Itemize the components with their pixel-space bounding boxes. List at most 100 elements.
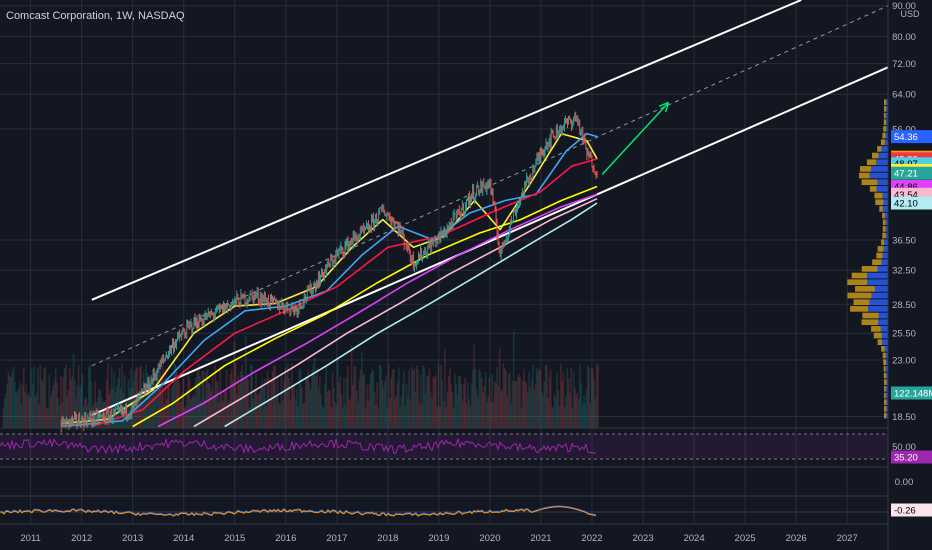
volume-bar: [570, 366, 572, 428]
volume-bar: [292, 386, 294, 428]
volume-bar: [94, 380, 97, 428]
volume-bar: [145, 365, 148, 428]
volume-bar: [408, 370, 410, 428]
volume-bar: [238, 383, 241, 428]
volume-bar: [211, 376, 214, 428]
volume-bar: [260, 385, 262, 428]
volume-bar: [17, 388, 20, 428]
time-axis-label: 2027: [837, 533, 858, 544]
volume-bar: [446, 391, 449, 428]
volume-bar: [186, 389, 188, 428]
volume-label-bg: [891, 386, 932, 400]
moving-average-line: [61, 132, 598, 428]
volume-bar: [350, 345, 353, 428]
volume-bar: [298, 367, 301, 428]
volume-bar: [236, 394, 238, 428]
volume-bar: [188, 379, 191, 428]
volume-bar: [56, 382, 58, 428]
volume-bar: [413, 368, 415, 428]
volume-profile-row: [861, 266, 878, 272]
volume-bar: [150, 396, 153, 428]
volume-bar: [409, 400, 412, 428]
moving-averages: [61, 132, 598, 428]
volume-bar: [566, 368, 569, 428]
volume-bar: [543, 381, 546, 428]
volume-profile-row: [861, 319, 878, 326]
volume-bar: [515, 381, 518, 428]
projection-arrow[interactable]: [601, 101, 670, 175]
volume-bar: [82, 406, 85, 428]
volume-bar: [511, 380, 514, 428]
volume-bar: [422, 365, 424, 428]
volume-bar: [290, 363, 293, 428]
volume-bar: [318, 376, 321, 428]
time-axis[interactable]: 2011 2012 2013 2014 2015 2016 2017 2018 2019 2020…: [20, 533, 857, 544]
volume-profile-row: [872, 259, 882, 266]
time-axis-label: 2020: [479, 533, 500, 544]
volume-bar: [209, 383, 211, 428]
volume-bar: [16, 393, 19, 428]
volume-bar: [340, 394, 343, 428]
volume-bar: [34, 396, 37, 428]
volume-bar: [371, 369, 373, 428]
volume-bar: [104, 400, 107, 428]
volume-bar: [507, 374, 510, 428]
volume-bar: [503, 368, 506, 428]
volume-bar: [154, 389, 156, 428]
volume-bar: [216, 382, 219, 428]
volume-bar: [59, 375, 62, 428]
volume-bar: [562, 372, 565, 428]
volume-bar: [450, 384, 452, 428]
moving-average-line: [61, 132, 598, 425]
volume-bar: [560, 363, 562, 428]
volume-bar: [8, 376, 11, 428]
volume-bar: [372, 370, 375, 428]
time-axis-label: 2013: [122, 533, 143, 544]
volume-bar: [412, 370, 414, 428]
rsi-value-label: 35.20: [894, 453, 918, 464]
volume-bar: [98, 388, 100, 428]
volume-bar: [31, 384, 34, 428]
volume-bar: [538, 368, 541, 428]
volume-bar: [174, 364, 177, 428]
volume-bar: [280, 373, 283, 428]
price-label-bg: [891, 196, 932, 210]
volume-bar: [80, 384, 82, 428]
volume-bar: [262, 387, 265, 428]
volume-profile-row: [882, 232, 886, 239]
volume-bar: [418, 402, 421, 428]
volume-bar: [172, 385, 174, 428]
volume-profile-row: [869, 186, 877, 192]
volume-bar: [170, 386, 173, 428]
volume-profile-row: [874, 286, 888, 292]
volume-profile-row: [875, 199, 884, 206]
volume-bar: [378, 364, 381, 428]
volume-bar: [317, 388, 320, 428]
volume-bar: [401, 384, 404, 428]
volume-bar: [283, 380, 285, 428]
volume-bar: [353, 366, 356, 428]
volume-bar: [593, 378, 595, 428]
volume-bar: [491, 374, 493, 428]
volume-profile-row: [874, 192, 883, 199]
time-axis-label: 2011: [20, 533, 40, 544]
volume-bar: [85, 397, 88, 428]
volume-bar: [468, 398, 470, 428]
volume-bar: [403, 371, 405, 428]
volume-profile-row: [878, 152, 888, 159]
volume-bar: [427, 376, 430, 428]
volume-bar: [281, 400, 284, 428]
volume-bar: [142, 371, 145, 428]
volume-profile-row: [869, 299, 888, 306]
volume-bar: [525, 382, 528, 428]
volume-profile-row: [881, 346, 885, 352]
volume-profile-row: [886, 399, 888, 406]
volume-bar: [523, 368, 525, 428]
volume-bar: [447, 376, 450, 428]
time-axis-label: 2021: [530, 533, 551, 544]
volume-bar: [376, 382, 378, 428]
volume-bar: [51, 391, 53, 428]
volume-bar: [395, 394, 398, 428]
